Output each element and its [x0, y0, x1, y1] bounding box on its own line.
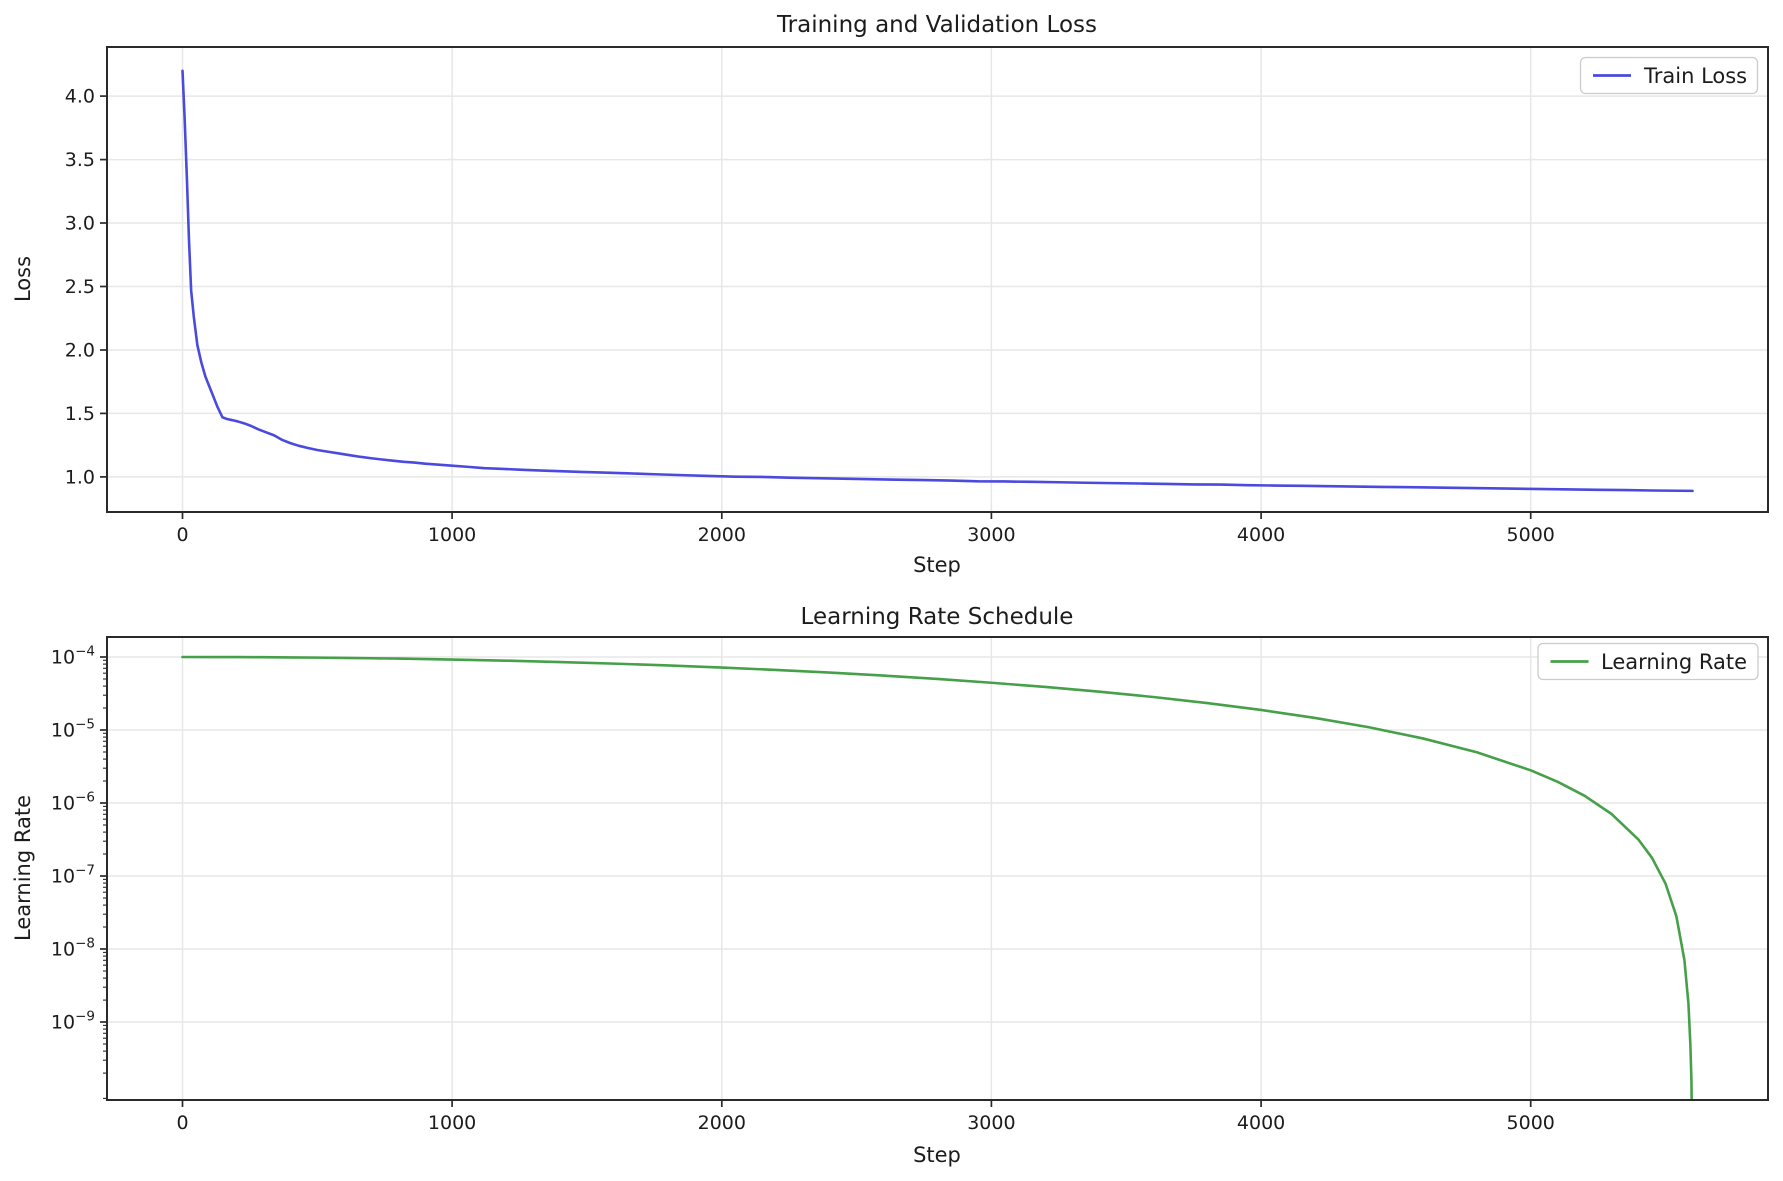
- axis-ticks: [100, 95, 1532, 519]
- x-tick-label: 3000: [967, 1112, 1015, 1134]
- x-tick-label: 4000: [1237, 524, 1285, 546]
- x-tick-label: 0: [176, 524, 188, 546]
- y-tick-label: 2.5: [65, 276, 95, 298]
- x-tick-label: 5000: [1507, 1112, 1555, 1134]
- train-loss-line: [181, 69, 1694, 493]
- x-tick-label: 1000: [428, 524, 476, 546]
- loss-xaxis-label: Step: [913, 553, 961, 577]
- loss-axes-generated: 0 1000 2000 3000 4000 5000 1.0 1.5 2.0 2.5 3.0 3.5 4…: [65, 46, 1769, 546]
- learning-rate-line: [181, 655, 1693, 1100]
- y-tick-label: 2.0: [65, 340, 95, 362]
- lr-legend: Learning Rate: [1537, 642, 1759, 681]
- loss-yaxis-label: Loss: [11, 256, 35, 302]
- loss-legend: Train Loss: [1579, 56, 1759, 95]
- y-tick-label: 10−8: [51, 936, 95, 961]
- x-tick-label: 2000: [698, 1112, 746, 1134]
- x-tick-label: 0: [176, 1112, 188, 1134]
- y-tick-label: 10−9: [51, 1009, 95, 1034]
- y-tick-label: 1.0: [65, 466, 95, 488]
- lr-axes-generated: 0 1000 2000 3000 4000 5000 10−4 10−5 10−6 10−7 10−…: [51, 636, 1769, 1135]
- x-tick-label: 5000: [1507, 524, 1555, 546]
- train-loss-legend-label: Train Loss: [1643, 64, 1747, 88]
- x-tick-label: 3000: [967, 524, 1015, 546]
- plot-spines: [106, 46, 1769, 513]
- y-tick-label: 3.5: [65, 149, 95, 171]
- loss-legend-frame: [1579, 56, 1759, 95]
- x-tick-label: 4000: [1237, 1112, 1285, 1134]
- loss-chart-title: Training and Validation Loss: [776, 12, 1097, 38]
- loss-chart: 0 1000 2000 3000 4000 5000 1.0 1.5 2.0 2.5 3.0 3.5 4…: [11, 12, 1769, 577]
- y-tick-label: 4.0: [65, 86, 95, 108]
- y-tick-label: 10−6: [51, 790, 95, 815]
- axis-ticks: [100, 656, 1532, 1107]
- y-tick-label: 3.0: [65, 213, 95, 235]
- lr-legend-label: Learning Rate: [1601, 650, 1747, 674]
- lr-xaxis-label: Step: [913, 1143, 961, 1167]
- grid-lines: [107, 637, 1768, 1100]
- plot-spines: [106, 636, 1769, 1101]
- lr-chart-title: Learning Rate Schedule: [801, 604, 1074, 630]
- lr-chart: 0 1000 2000 3000 4000 5000 10−4 10−5 10−6 10−7 10−…: [11, 604, 1769, 1167]
- x-tick-label: 1000: [428, 1112, 476, 1134]
- tick-labels: 0 1000 2000 3000 4000 5000 1.0 1.5 2.0 2.5 3.0 3.5 4…: [65, 86, 1555, 546]
- lr-yaxis-label: Learning Rate: [11, 795, 35, 941]
- y-tick-label: 10−7: [51, 863, 95, 888]
- x-tick-label: 2000: [698, 524, 746, 546]
- tick-labels: 0 1000 2000 3000 4000 5000 10−4 10−5 10−6 10−7 10−…: [51, 644, 1555, 1135]
- y-tick-label: 10−5: [51, 717, 95, 742]
- lr-legend-frame: [1537, 642, 1759, 681]
- y-tick-label: 10−4: [51, 644, 95, 669]
- y-tick-label: 1.5: [65, 403, 95, 425]
- grid-lines: [107, 47, 1768, 512]
